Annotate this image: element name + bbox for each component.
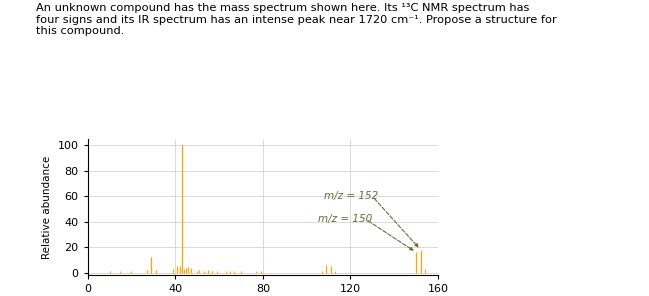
Text: m/z = 152: m/z = 152 <box>324 192 378 201</box>
Y-axis label: Relative abundance: Relative abundance <box>42 156 52 259</box>
Text: m/z = 150: m/z = 150 <box>317 214 372 224</box>
Text: An unknown compound has the mass spectrum shown here. Its ¹³C NMR spectrum has
f: An unknown compound has the mass spectru… <box>36 3 556 36</box>
